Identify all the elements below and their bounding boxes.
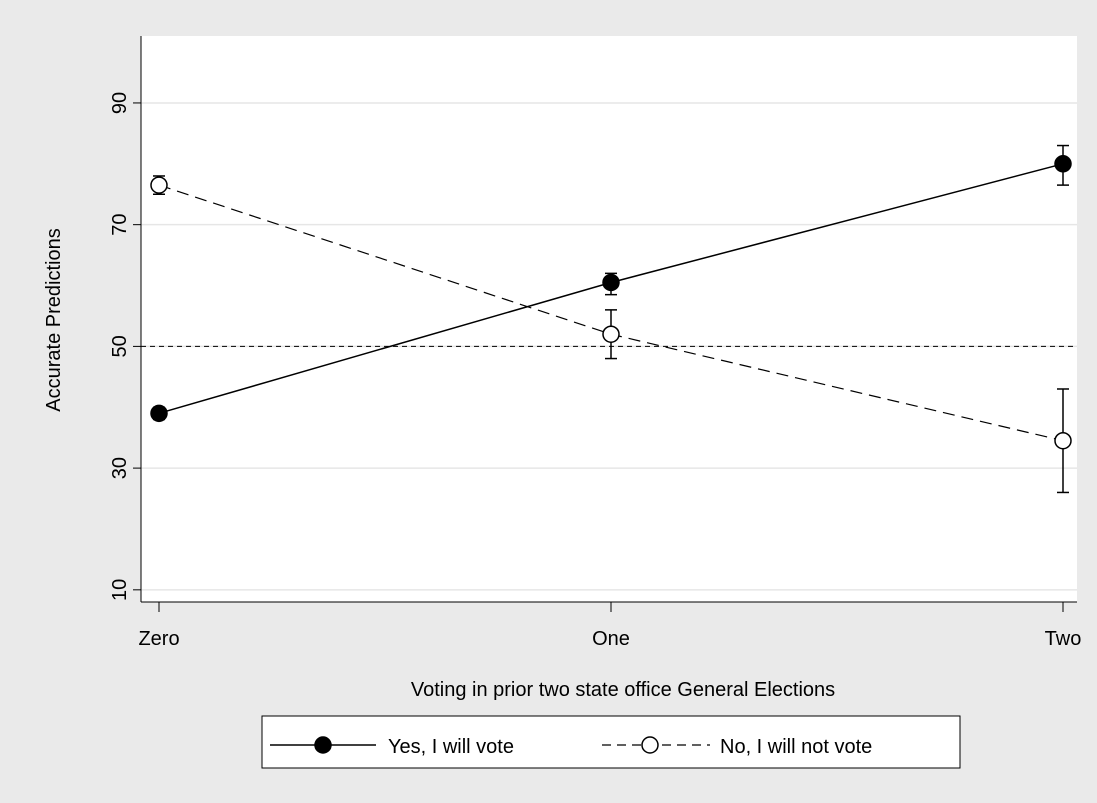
y-tick-label-70: 70 xyxy=(109,214,131,236)
x-tick-label-zero: Zero xyxy=(138,628,179,650)
data-point xyxy=(602,273,620,292)
series xyxy=(150,144,1072,494)
axes: 10 30 50 70 90 Zero One Two xyxy=(109,36,1081,650)
legend-marker-no xyxy=(641,736,659,754)
legend: Yes, I will vote No, I will not vote xyxy=(261,715,961,769)
data-point xyxy=(150,176,168,194)
legend-entry-yes: Yes, I will vote xyxy=(388,736,514,758)
x-axis-label: Voting in prior two state office General… xyxy=(411,679,835,701)
x-tick-label-one: One xyxy=(592,628,630,650)
legend-box xyxy=(261,715,961,769)
y-axis-label: Accurate Predictions xyxy=(43,228,65,411)
plot-area xyxy=(141,36,1077,602)
series-no xyxy=(150,175,1072,494)
data-point xyxy=(150,404,168,423)
y-tick-label-10: 10 xyxy=(109,579,131,601)
legend-marker-yes xyxy=(314,736,332,754)
x-tick-label-two: Two xyxy=(1045,628,1082,650)
y-tick-label-30: 30 xyxy=(109,457,131,479)
y-tick-label-50: 50 xyxy=(109,335,131,357)
data-point xyxy=(1054,155,1072,173)
data-point xyxy=(602,325,620,343)
y-tick-label-90: 90 xyxy=(109,92,131,114)
legend-entry-no: No, I will not vote xyxy=(720,736,872,758)
data-point xyxy=(1054,431,1072,450)
series-yes xyxy=(150,144,1072,423)
